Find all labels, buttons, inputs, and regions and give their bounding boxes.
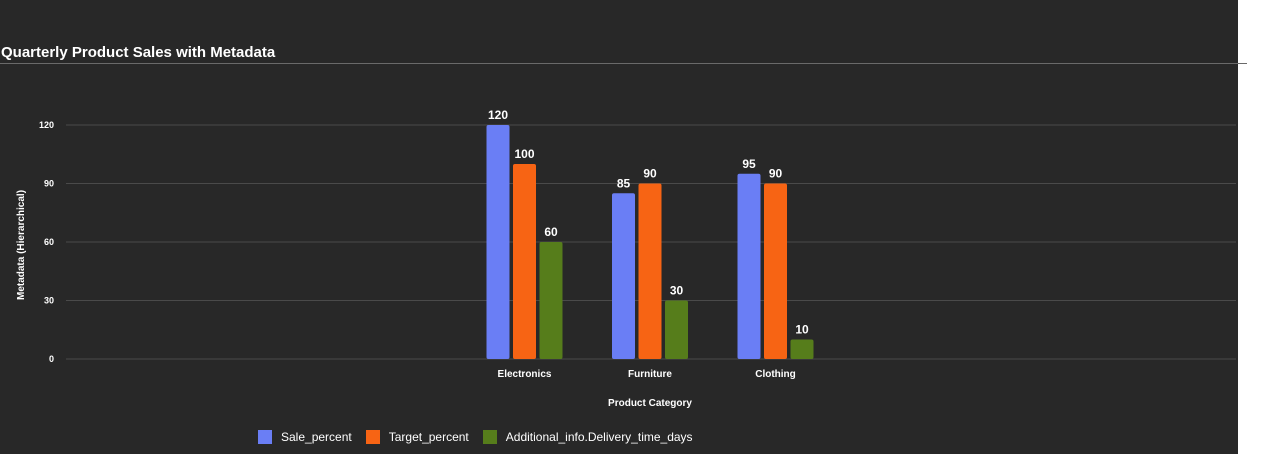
chart-panel: Quarterly Product Sales with Metadata 0 3… <box>0 0 1247 454</box>
x-tick-label: Electronics <box>498 369 552 380</box>
legend-label: Additional_info.Delivery_time_days <box>505 430 693 444</box>
y-axis-ticks: 0 30 60 90 120 <box>39 120 54 364</box>
legend-swatch <box>365 430 380 444</box>
x-tick-label: Clothing <box>755 369 796 380</box>
y-tick-label: 90 <box>44 179 54 189</box>
data-label: 100 <box>514 147 534 161</box>
x-tick-label: Furniture <box>628 369 672 380</box>
y-tick-label: 120 <box>39 120 54 130</box>
bar-chart: 0 30 60 90 120 120 100 60 85 90 30 95 90 10 Electron… <box>16 108 1236 409</box>
bar-additional-info-delivery-time-days[interactable] <box>790 339 814 360</box>
data-label: 85 <box>617 176 631 190</box>
data-label: 30 <box>670 284 684 298</box>
legend-item[interactable]: Additional_info.Delivery_time_days <box>482 430 693 444</box>
legend-swatch <box>482 430 497 444</box>
x-axis-ticks: Electronics Furniture Clothing <box>498 369 796 380</box>
bar-sale-percent[interactable] <box>737 173 761 359</box>
data-label: 95 <box>742 157 756 171</box>
y-axis-title: Metadata (Hierarchical) <box>16 190 27 300</box>
y-tick-label: 0 <box>49 354 54 364</box>
legend-label: Target_percent <box>388 430 469 444</box>
x-axis-title: Product Category <box>608 398 692 409</box>
bars <box>486 125 814 360</box>
data-label: 120 <box>488 108 508 122</box>
legend-swatch <box>258 430 272 444</box>
bar-target-percent[interactable] <box>513 164 536 359</box>
bar-additional-info-delivery-time-days[interactable] <box>539 242 563 359</box>
title-divider <box>0 63 1247 64</box>
y-tick-label: 60 <box>44 237 54 247</box>
chart-title: Quarterly Product Sales with Metadata <box>1 44 276 61</box>
bar-sale-percent[interactable] <box>612 193 635 359</box>
data-label: 90 <box>769 167 783 181</box>
chart-legend: Sale_percent Target_percent Additional_inf… <box>258 430 707 444</box>
data-label: 10 <box>795 323 809 337</box>
data-labels: 120 100 60 85 90 30 95 90 10 <box>488 108 809 337</box>
bar-target-percent[interactable] <box>764 183 787 360</box>
legend-label: Sale_percent <box>281 430 352 444</box>
bar-additional-info-delivery-time-days[interactable] <box>665 300 688 360</box>
data-label: 60 <box>544 225 558 239</box>
legend-item[interactable]: Sale_percent <box>258 430 352 444</box>
y-tick-label: 30 <box>44 296 54 306</box>
bar-target-percent[interactable] <box>638 183 662 360</box>
legend-item[interactable]: Target_percent <box>365 430 469 444</box>
data-label: 90 <box>643 167 657 181</box>
bar-sale-percent[interactable] <box>486 125 510 359</box>
